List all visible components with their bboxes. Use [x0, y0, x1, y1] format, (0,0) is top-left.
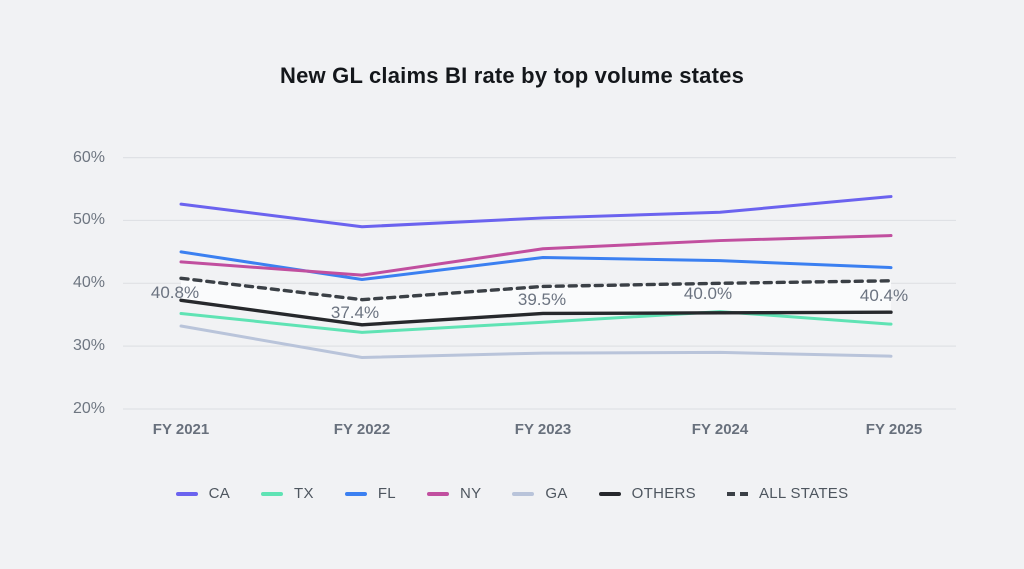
legend-item-fl: FL [344, 485, 396, 502]
chart-title: New GL claims BI rate by top volume stat… [279, 63, 745, 88]
point-label-fy-2024: 40.0% [683, 284, 733, 304]
legend-swatch-all-states [726, 491, 748, 496]
legend-swatch-ga [512, 491, 535, 496]
x-tick-fy-2022: FY 2022 [333, 421, 391, 438]
x-tick-fy-2023: FY 2023 [514, 421, 572, 438]
series-line-all-states [179, 276, 893, 302]
y-tick-20%: 20% [72, 400, 105, 417]
series-line-tx [179, 310, 893, 334]
y-tick-50%: 50% [72, 211, 105, 229]
legend-label: CA [208, 485, 231, 502]
y-tick-60%: 60% [72, 148, 105, 166]
legend-label: OTHERS [631, 485, 696, 502]
legend-label: GA [545, 485, 568, 502]
x-tick-fy-2025: FY 2025 [865, 421, 923, 438]
point-label-fy-2022: 37.4% [330, 302, 380, 322]
legend-item-ca: CA [175, 485, 231, 502]
legend-item-tx: TX [261, 485, 314, 502]
legend-swatch-ny [426, 491, 449, 496]
legend-swatch-others [598, 491, 621, 496]
series-line-ca [179, 195, 893, 229]
legend-item-ny: NY [426, 485, 482, 502]
legend-item-ga: GA [512, 485, 567, 502]
series-line-fl [179, 250, 893, 282]
legend-label: ALL STATES [758, 485, 849, 502]
legend: CA TX FL NY GA OTHERS ALL STATES [0, 485, 1024, 502]
legend-swatch-fl [344, 491, 367, 496]
legend-swatch-tx [261, 491, 284, 496]
y-tick-30%: 30% [72, 337, 105, 355]
legend-label: FL [377, 485, 396, 502]
legend-swatch-ca [175, 491, 198, 496]
y-tick-40%: 40% [72, 274, 105, 292]
legend-label: TX [294, 485, 314, 502]
point-label-fy-2025: 40.4% [859, 285, 909, 305]
x-tick-fy-2024: FY 2024 [691, 421, 749, 438]
legend-item-others: OTHERS [598, 485, 696, 502]
series-line-ga [179, 324, 893, 359]
x-tick-fy-2021: FY 2021 [152, 421, 210, 438]
point-label-fy-2021: 40.8% [150, 283, 200, 303]
legend-label: NY [459, 485, 482, 502]
legend-item-all-states: ALL STATES [726, 485, 849, 502]
point-label-fy-2023: 39.5% [517, 290, 567, 310]
all-states-others-band [181, 278, 891, 325]
series-line-ny [179, 234, 893, 277]
series-line-others [179, 298, 893, 327]
